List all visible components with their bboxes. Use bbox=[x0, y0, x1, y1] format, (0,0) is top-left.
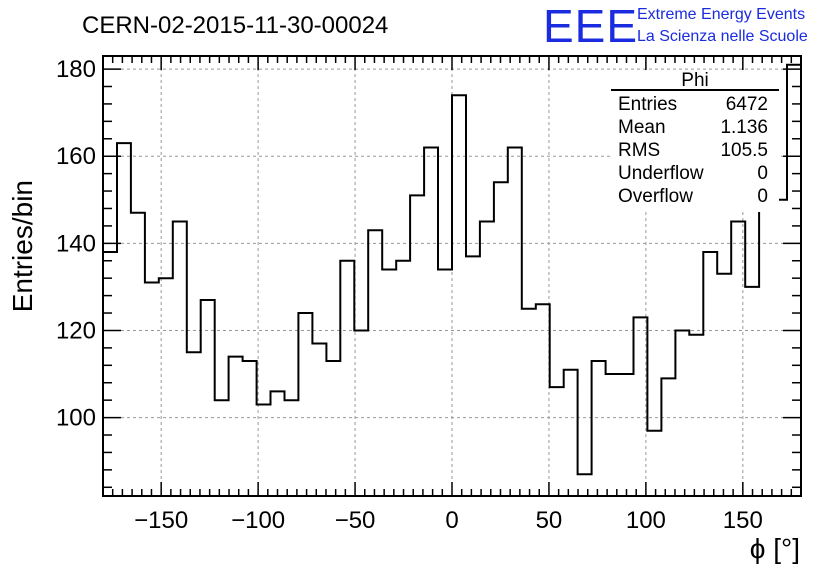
y-tick-label: 180 bbox=[56, 56, 96, 83]
x-tick-label: 0 bbox=[445, 507, 458, 534]
eee-logo: EEE bbox=[543, 0, 638, 52]
y-tick-label: 140 bbox=[56, 230, 96, 257]
y-axis-title: Entries/bin bbox=[7, 180, 38, 312]
stats-label-entries: Entries bbox=[618, 94, 677, 115]
y-tick-labels: 100 120 140 160 180 bbox=[56, 56, 96, 432]
eee-subtitle-1: Extreme Energy Events bbox=[637, 6, 805, 23]
stats-label-overflow: Overflow bbox=[618, 186, 693, 207]
stats-label-rms: RMS bbox=[618, 140, 660, 161]
x-axis-title: ϕ [°] bbox=[750, 533, 800, 564]
x-tick-label: −50 bbox=[335, 507, 376, 534]
x-tick-labels: −150 −100 −50 0 50 100 150 bbox=[134, 507, 763, 534]
chart-title: CERN-02-2015-11-30-00024 bbox=[82, 12, 388, 39]
stats-value-rms: 105.5 bbox=[720, 140, 768, 161]
y-tick-label: 160 bbox=[56, 143, 96, 170]
y-tick-label: 100 bbox=[56, 405, 96, 432]
stats-value-underflow: 0 bbox=[757, 163, 768, 184]
y-tick-label: 120 bbox=[56, 317, 96, 344]
stats-value-mean: 1.136 bbox=[720, 117, 768, 138]
x-tick-label: −100 bbox=[231, 507, 285, 534]
axis-ticks bbox=[103, 56, 801, 496]
stats-value-overflow: 0 bbox=[757, 186, 768, 207]
x-tick-label: −150 bbox=[134, 507, 188, 534]
eee-branding: EEE Extreme Energy Events La Scienza nel… bbox=[543, 0, 808, 52]
x-tick-label: 100 bbox=[626, 507, 666, 534]
stats-label-mean: Mean bbox=[618, 117, 666, 138]
x-tick-label: 150 bbox=[723, 507, 763, 534]
histogram-line bbox=[103, 63, 801, 476]
stats-box-title: Phi bbox=[681, 70, 708, 91]
x-tick-label: 50 bbox=[536, 507, 563, 534]
stats-label-underflow: Underflow bbox=[618, 163, 704, 184]
stats-box: Phi Entries 6472 Mean 1.136 RMS 105.5 Un… bbox=[611, 70, 779, 212]
stats-value-entries: 6472 bbox=[726, 94, 768, 115]
eee-subtitle-2: La Scienza nelle Scuole bbox=[637, 28, 808, 45]
